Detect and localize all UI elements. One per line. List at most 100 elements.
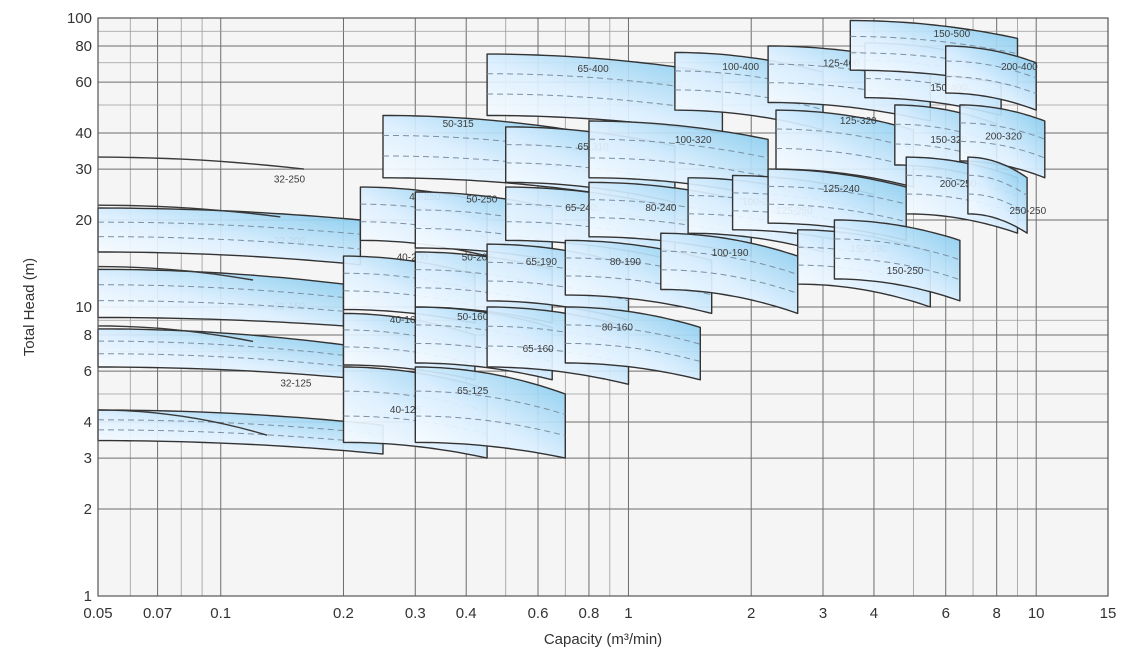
x-tick-label: 4 (870, 605, 878, 622)
impeller-curve (768, 203, 907, 223)
x-tick-label: 0.05 (83, 605, 112, 622)
y-tick-label: 40 (75, 125, 92, 142)
impeller-curve (98, 429, 384, 445)
head-curve (97, 156, 305, 170)
region-label: 65-240 (565, 203, 597, 214)
impeller-curve (945, 60, 1037, 79)
region-label: 80-190 (610, 257, 642, 268)
impeller-curve (98, 340, 344, 356)
impeller-curve (415, 415, 566, 437)
x-tick-label: 15 (1100, 605, 1117, 622)
impeller-curve (588, 157, 769, 178)
impeller-curve (768, 63, 931, 85)
y-axis-ticks: 1 2 3 4 6 8 10 20 30 40 60 80 100 (67, 10, 92, 605)
impeller-curve (487, 325, 629, 347)
impeller-curve (850, 35, 1018, 55)
region-label: 50-160 (457, 312, 489, 323)
impeller-curve (588, 217, 752, 238)
region-200-400: 200-400 (945, 45, 1038, 111)
y-tick-label: 20 (75, 212, 92, 229)
impeller-curve (97, 300, 344, 312)
impeller-curve (834, 257, 961, 281)
y-tick-label: 1 (84, 588, 92, 605)
x-tick-label: 0.8 (579, 605, 600, 622)
x-tick-label: 0.3 (405, 605, 426, 622)
region-label: 125-240 (823, 184, 860, 195)
head-curve (97, 204, 281, 218)
impeller-curve (834, 238, 961, 261)
region-label: 50-200 (462, 252, 494, 263)
head-curve (97, 325, 254, 343)
impeller-curve (97, 284, 344, 298)
region-label: 40-200 (397, 252, 429, 263)
region-label: 65-400 (578, 64, 610, 75)
region-label: 100-320 (675, 135, 712, 146)
impeller-curve (97, 419, 384, 435)
impeller-curve (660, 269, 798, 294)
x-axis-label: Capacity (m³/min) (544, 631, 662, 648)
region-label: 200-400 (1001, 62, 1038, 73)
region-65-125: 65-125 (414, 366, 566, 459)
y-tick-label: 60 (75, 74, 92, 91)
x-axis-ticks: 0.05 0.07 0.1 0.2 0.3 0.4 0.6 0.8 1 2 3 4 6 8 10 15 (83, 605, 1116, 622)
impeller-curve (959, 122, 1045, 140)
region-250-250: 250-250 (967, 156, 1047, 234)
impeller-curve (959, 140, 1045, 159)
region-100-190: 100-190 (660, 232, 799, 315)
region-label: 32-250 (274, 174, 306, 185)
impeller-curve (487, 345, 629, 365)
x-tick-label: 10 (1028, 605, 1045, 622)
impeller-curve (487, 261, 629, 283)
region-label: 150-320 (930, 135, 967, 146)
x-tick-label: 8 (993, 605, 1001, 622)
region-label: 50-315 (443, 119, 475, 130)
region-label: 65-125 (457, 386, 489, 397)
x-tick-label: 0.6 (528, 605, 549, 622)
y-tick-label: 100 (67, 10, 92, 27)
head-curve (97, 265, 254, 281)
impeller-curve (776, 148, 914, 168)
y-tick-label: 8 (84, 327, 92, 344)
impeller-curve (775, 128, 914, 149)
region-32-125: 32-125 (97, 379, 384, 455)
impeller-curve (660, 250, 798, 275)
region-100-320: 100-320 (588, 120, 769, 198)
y-tick-label: 30 (75, 161, 92, 178)
region-area (414, 366, 566, 459)
impeller-curve (768, 82, 931, 103)
region-label: 125-320 (840, 116, 877, 127)
impeller-curve (894, 143, 997, 163)
x-tick-label: 3 (819, 605, 827, 622)
region-label: 200-320 (985, 131, 1022, 142)
region-label: 80-240 (645, 203, 677, 214)
region-label: 40-160 (390, 315, 422, 326)
region-80-160: 80-160 (564, 306, 701, 381)
region-label: 65-160 (523, 344, 555, 355)
impeller-curve (589, 199, 752, 221)
region-label: 150-500 (934, 29, 971, 40)
region-32-250: 32-250 (97, 174, 362, 266)
region-label: 100-400 (722, 62, 759, 73)
x-tick-label: 1 (624, 605, 632, 622)
y-tick-label: 3 (84, 450, 92, 467)
region-label: 40-125 (390, 405, 422, 416)
impeller-curve (98, 353, 344, 367)
region-label: 80-160 (602, 322, 634, 333)
impeller-curve (415, 390, 566, 415)
performance-regions: 32-12532-16032-20032-25040-12540-16040-2… (97, 19, 1047, 459)
impeller-curve (768, 185, 907, 205)
impeller-curve (565, 342, 701, 362)
y-tick-label: 6 (84, 363, 92, 380)
region-label: 65-190 (526, 257, 558, 268)
region-label: 200-250 (940, 179, 977, 190)
x-tick-label: 6 (942, 605, 950, 622)
x-tick-label: 0.1 (210, 605, 231, 622)
y-tick-label: 4 (84, 414, 92, 431)
plot-frame (97, 17, 1109, 597)
impeller-curve (565, 324, 701, 345)
impeller-curve (97, 221, 361, 235)
x-tick-label: 0.07 (143, 605, 172, 622)
region-label: 250-250 (1009, 206, 1046, 217)
impeller-curve (487, 280, 629, 302)
